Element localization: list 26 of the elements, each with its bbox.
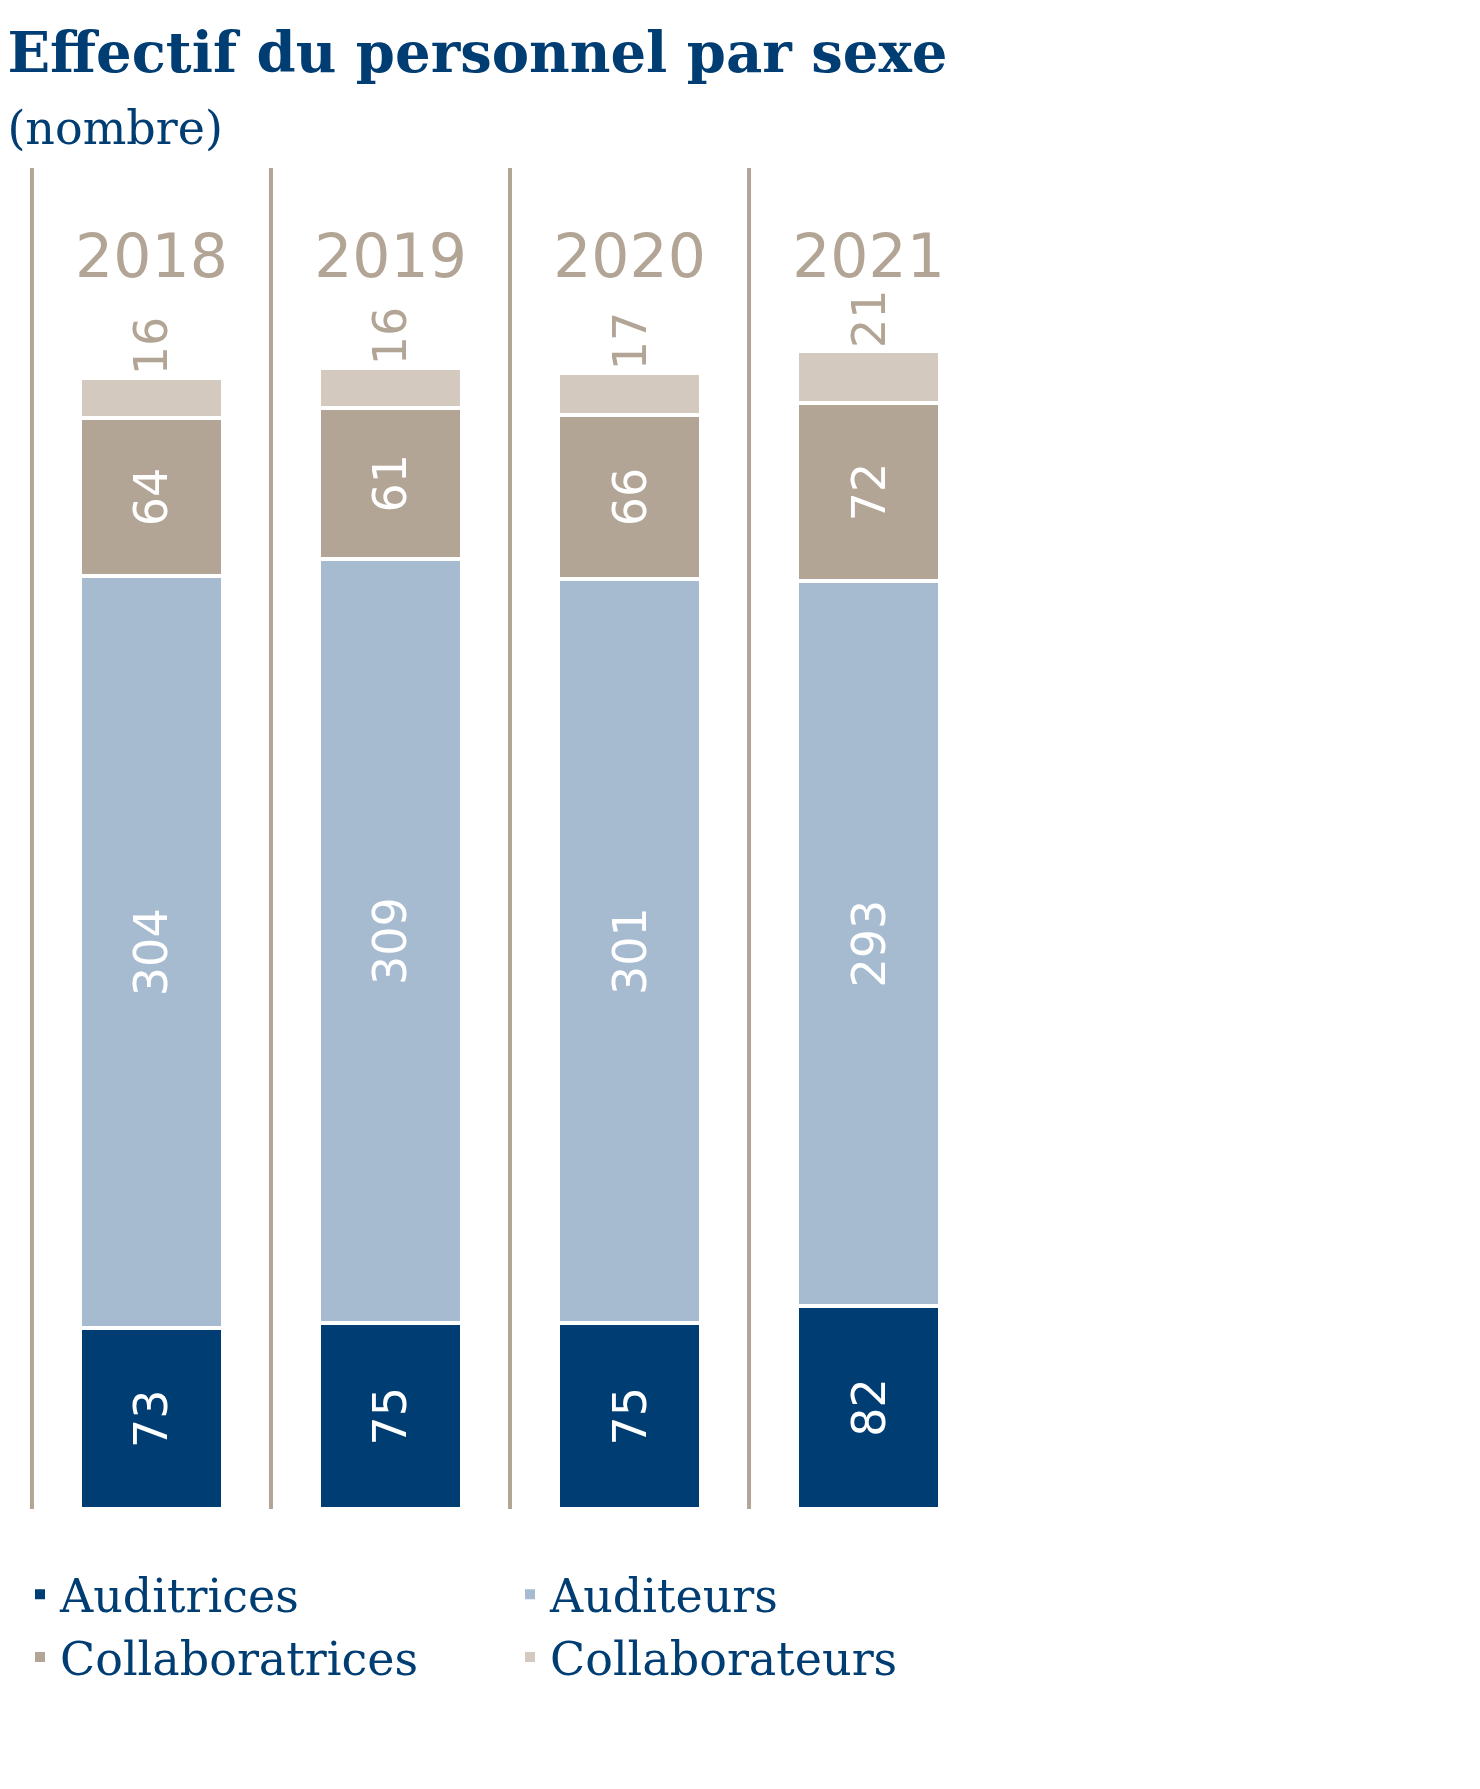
data-label: 66: [602, 467, 657, 527]
data-label: 73: [124, 1389, 179, 1448]
x-tick-label: 2021: [792, 221, 945, 291]
legend-label: Auditrices: [59, 1569, 299, 1624]
data-label: 75: [602, 1386, 657, 1446]
data-label: 304: [124, 908, 179, 997]
x-tick-label: 2020: [553, 221, 706, 291]
chart-title: Effectif du personnel par sexe: [7, 18, 948, 85]
data-label: 61: [363, 454, 418, 513]
data-label: 293: [841, 899, 896, 988]
data-label: 21: [841, 289, 896, 348]
data-label: 301: [602, 907, 657, 995]
data-label: 75: [363, 1386, 418, 1446]
legend-label: Auditeurs: [549, 1569, 778, 1624]
chart-subtitle: (nombre): [7, 101, 223, 156]
data-label: 16: [124, 316, 179, 376]
data-label: 82: [841, 1378, 896, 1437]
legend-label: Collaborateurs: [550, 1631, 898, 1686]
data-label: 16: [363, 306, 418, 366]
x-tick-label: 2018: [75, 221, 228, 291]
data-label: 64: [124, 467, 179, 527]
legend-label: Collaboratrices: [60, 1631, 419, 1686]
data-label: 309: [363, 897, 418, 986]
data-label: 72: [841, 462, 896, 522]
x-tick-label: 2019: [314, 221, 467, 291]
data-label: 17: [602, 311, 657, 371]
